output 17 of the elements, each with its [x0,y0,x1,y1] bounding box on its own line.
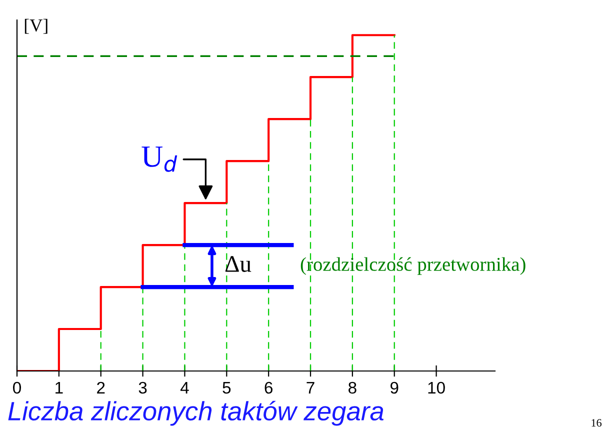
text: 16 [592,419,602,427]
x-tick-label: 4 [180,382,189,394]
x-tick-label: 8 [348,382,356,394]
x-tick-label: 3 [138,382,147,394]
x-tick-label: 1 [56,382,63,394]
x-tick-label: 5 [222,382,231,394]
annotation: (rozdzielczość przetwornika) [300,257,526,275]
annotation: Δu [225,256,252,272]
x-tick-label: 2 [97,382,105,394]
x-tick-label: 0 [13,382,21,394]
x-tick-label: 10 [428,382,445,394]
annotation: U$_{d}$ [142,146,178,172]
x-axis-title: Liczba zliczonych taktów zegara [8,400,384,426]
x-tick-label: 6 [264,382,272,394]
x-tick-label: 9 [390,382,398,394]
x-tick-label: 7 [306,382,314,394]
y-axis-title: [V] [24,18,48,34]
